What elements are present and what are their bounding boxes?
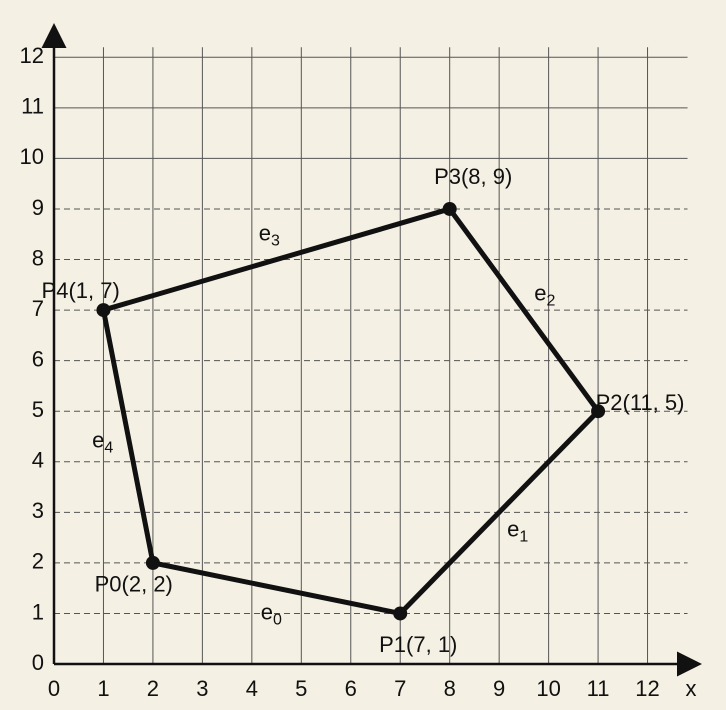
x-tick-label: 2 bbox=[147, 676, 159, 701]
edge-label: e4 bbox=[92, 427, 113, 456]
edge-label: e3 bbox=[259, 220, 280, 249]
polygon-outline bbox=[100, 206, 601, 616]
y-tick-label: 4 bbox=[32, 448, 44, 473]
y-tick-label: 2 bbox=[32, 549, 44, 574]
y-tick-label: 12 bbox=[20, 43, 44, 68]
y-tick-label: 11 bbox=[21, 94, 44, 119]
vertex-label: P1(7, 1) bbox=[379, 632, 457, 657]
vertex bbox=[442, 201, 457, 216]
edge-label: e1 bbox=[507, 516, 528, 545]
edge-label: e0 bbox=[261, 599, 282, 628]
y-tick-label: 1 bbox=[32, 599, 44, 624]
x-tick-label: 4 bbox=[246, 676, 258, 701]
y-tick-label: 3 bbox=[32, 498, 44, 523]
y-tick-label: 5 bbox=[32, 397, 44, 422]
edge-label-base: e bbox=[534, 281, 546, 306]
vertex-label: P4(1, 7) bbox=[42, 278, 120, 303]
x-tick-label: 8 bbox=[444, 676, 456, 701]
edge-label-subscript: 4 bbox=[104, 440, 113, 457]
edge-label-base: e bbox=[261, 599, 273, 624]
vertex bbox=[145, 555, 160, 570]
y-tick-label: 10 bbox=[20, 144, 44, 169]
y-tick-label: 0 bbox=[32, 650, 44, 675]
vertex bbox=[591, 404, 606, 419]
x-tick-label: 0 bbox=[48, 676, 60, 701]
y-tick-label: 9 bbox=[32, 195, 44, 220]
y-tick-label: 6 bbox=[32, 346, 44, 371]
vertex-label: P3(8, 9) bbox=[434, 164, 512, 189]
edge-label-subscript: 1 bbox=[519, 529, 528, 546]
vertex-label: P0(2, 2) bbox=[95, 572, 173, 597]
edge-label: e2 bbox=[534, 281, 555, 310]
x-axis-label: x bbox=[686, 676, 697, 701]
edge-label-base: e bbox=[507, 516, 519, 541]
x-tick-label: 11 bbox=[587, 676, 610, 701]
edge-label-base: e bbox=[259, 220, 271, 245]
vertex bbox=[96, 303, 111, 318]
edge-label-base: e bbox=[92, 427, 104, 452]
vertex bbox=[393, 606, 408, 621]
x-tick-label: 9 bbox=[493, 676, 505, 701]
x-tick-label: 6 bbox=[345, 676, 357, 701]
x-tick-label: 1 bbox=[97, 676, 109, 701]
edge-label-subscript: 3 bbox=[271, 233, 280, 250]
edge-label-subscript: 0 bbox=[273, 612, 282, 629]
x-tick-label: 12 bbox=[635, 676, 659, 701]
x-tick-label: 3 bbox=[196, 676, 208, 701]
edge-label-subscript: 2 bbox=[547, 293, 556, 310]
x-tick-label: 7 bbox=[394, 676, 406, 701]
y-tick-label: 8 bbox=[32, 245, 44, 270]
x-tick-label: 10 bbox=[536, 676, 560, 701]
x-tick-label: 5 bbox=[295, 676, 307, 701]
y-tick-label: 7 bbox=[32, 296, 44, 321]
vertex-label: P2(11, 5) bbox=[596, 390, 685, 415]
